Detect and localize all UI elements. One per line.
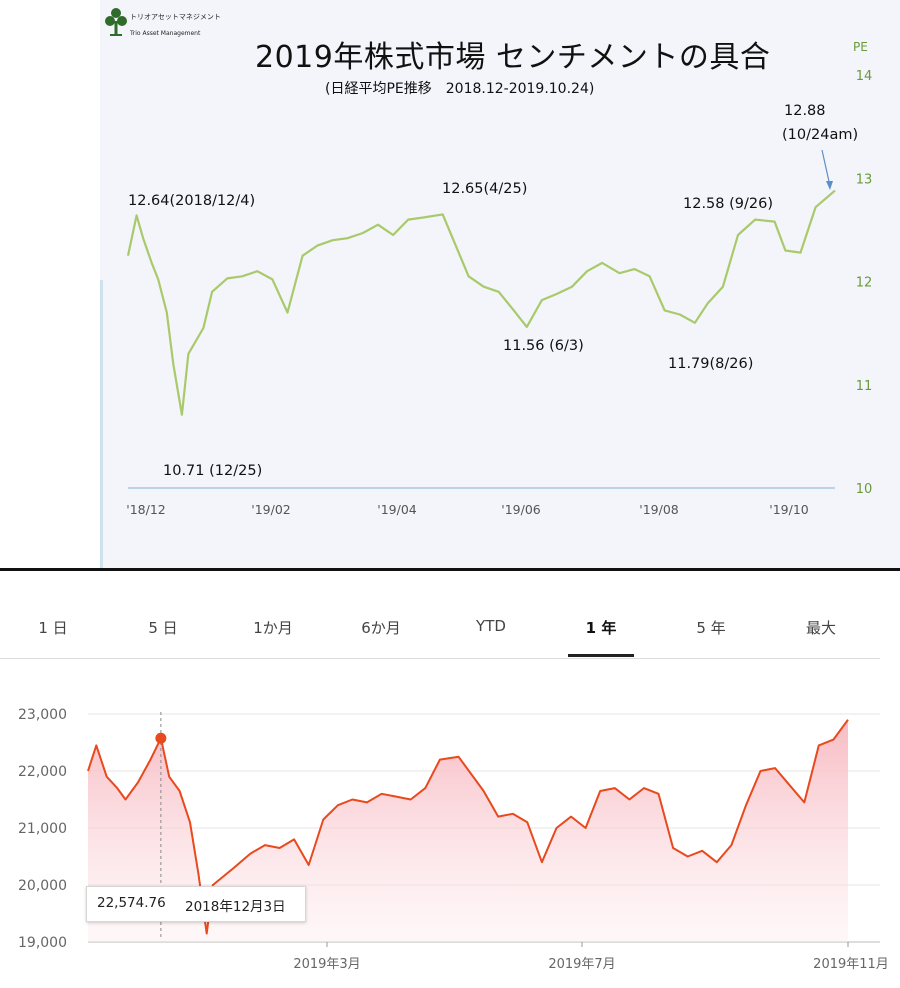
price-ytick-label: 20,000	[18, 878, 67, 894]
pe-chart-background	[100, 0, 900, 568]
pe-xtick-label: '19/08	[639, 502, 679, 517]
tooltip-date: 2018年12月3日	[185, 899, 286, 915]
pe-chart-plot: 10 11 12 13 14 '18/12 '19/02 '19/04 '19/06 '19/0…	[126, 69, 873, 517]
pe-xtick-label: '19/02	[251, 502, 290, 517]
tab-max[interactable]: 最大	[805, 619, 836, 637]
latest-pointer-arrow-icon	[821, 149, 833, 190]
price-xtick-label: 2019年11月	[813, 957, 889, 972]
annotation-low-dec: 10.71 (12/25)	[163, 463, 263, 479]
tabs-separator	[0, 658, 880, 659]
pe-ytick-label: 13	[856, 172, 873, 187]
pe-ytick-label: 12	[856, 276, 873, 291]
pe-chart-panel: トリオアセットマネジメント Trio Asset Management 2019…	[100, 0, 900, 568]
price-ytick-label: 19,000	[18, 935, 67, 951]
tab-6-month[interactable]: 6か月	[361, 619, 401, 637]
annotation-low-aug: 11.79(8/26)	[668, 356, 754, 372]
pe-ytick-label: 11	[856, 379, 873, 394]
range-tabs: 1 日 5 日 1か月 6か月 YTD 1 年 5 年 最大	[0, 611, 900, 659]
logo-name-jp: トリオアセットマネジメント	[130, 13, 221, 21]
pe-chart-title: 2019年株式市場 センチメントの具合	[255, 40, 771, 75]
pe-chart-subtitle: (日経平均PE推移 2018.12-2019.10.24)	[325, 81, 595, 97]
tab-1-day[interactable]: 1 日	[38, 619, 68, 637]
tab-5-day[interactable]: 5 日	[148, 619, 178, 637]
price-ytick-label: 21,000	[18, 821, 67, 837]
pe-ytick-label: 14	[856, 69, 873, 84]
logo-name-en: Trio Asset Management	[130, 30, 201, 37]
annotation-high-apr: 12.65(4/25)	[442, 181, 528, 197]
company-logo: トリオアセットマネジメント Trio Asset Management	[104, 6, 234, 40]
pe-axis-unit: PE	[853, 40, 868, 54]
price-xtick-label: 2019年3月	[293, 957, 360, 972]
price-ytick-label: 22,000	[18, 764, 67, 780]
price-ytick-label: 23,000	[18, 707, 67, 723]
pe-series-line	[126, 189, 836, 416]
tab-1-year[interactable]: 1 年	[585, 619, 617, 637]
price-tooltip: 22,574.76 2018年12月3日	[86, 886, 306, 922]
tab-5-year[interactable]: 5 年	[696, 619, 726, 637]
price-series-line	[87, 719, 849, 935]
clover-logo-icon	[105, 8, 127, 36]
tab-1-month[interactable]: 1か月	[253, 619, 293, 637]
pe-xtick-label: '19/10	[769, 502, 809, 517]
annotation-low-jun: 11.56 (6/3)	[503, 338, 584, 354]
tab-ytd[interactable]: YTD	[476, 617, 506, 635]
annotation-sep: 12.58 (9/26)	[683, 196, 773, 212]
panel-divider	[0, 568, 900, 571]
hover-point-marker[interactable]	[155, 732, 167, 744]
annotation-high-dec: 12.64(2018/12/4)	[128, 193, 256, 209]
pe-ytick-label: 10	[856, 482, 873, 497]
annotation-latest-date: (10/24am)	[782, 127, 859, 143]
pe-xtick-label: '19/06	[501, 502, 541, 517]
tooltip-value: 22,574.76	[97, 895, 166, 911]
price-xtick-label: 2019年7月	[548, 957, 615, 972]
pe-xtick-label: '19/04	[377, 502, 417, 517]
pe-xtick-label: '18/12	[126, 502, 165, 517]
annotation-latest-value: 12.88	[784, 103, 826, 119]
active-tab-indicator	[568, 654, 634, 657]
